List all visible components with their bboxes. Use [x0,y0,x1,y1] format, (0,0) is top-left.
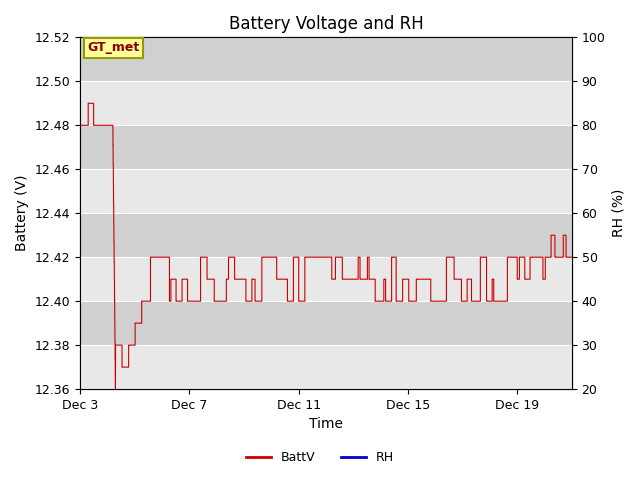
Bar [80,301,572,345]
Bar [80,37,572,81]
Bar [80,345,572,389]
Title: Battery Voltage and RH: Battery Voltage and RH [228,15,423,33]
Bar [80,169,572,213]
X-axis label: Time: Time [309,418,343,432]
Bar [80,81,572,125]
Legend: BattV, RH: BattV, RH [241,446,399,469]
Bar [80,125,572,169]
Bar [80,257,572,301]
Y-axis label: RH (%): RH (%) [611,189,625,238]
Bar [80,213,572,257]
Y-axis label: Battery (V): Battery (V) [15,175,29,252]
Text: GT_met: GT_met [88,41,140,54]
